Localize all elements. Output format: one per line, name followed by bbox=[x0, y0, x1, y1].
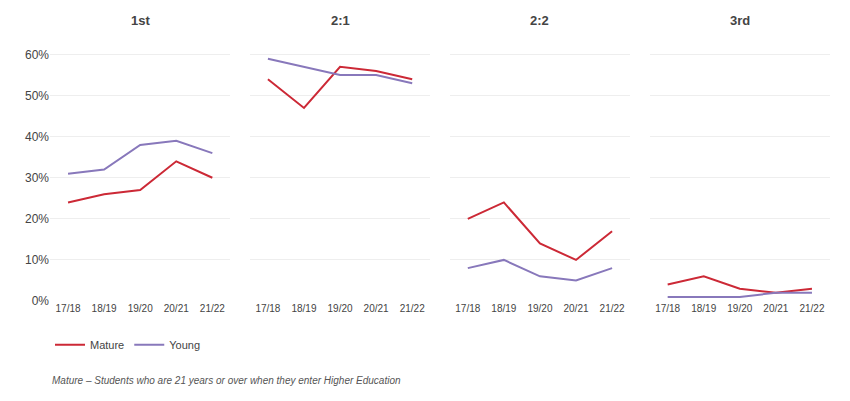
svg-text:2:2: 2:2 bbox=[530, 13, 549, 28]
svg-text:17/18: 17/18 bbox=[655, 303, 680, 314]
svg-text:21/22: 21/22 bbox=[400, 303, 425, 314]
svg-text:17/18: 17/18 bbox=[56, 303, 81, 314]
svg-text:20/21: 20/21 bbox=[763, 303, 788, 314]
svg-text:0%: 0% bbox=[32, 294, 50, 308]
svg-text:20%: 20% bbox=[25, 212, 49, 226]
svg-text:Young: Young bbox=[169, 339, 200, 351]
svg-text:40%: 40% bbox=[25, 130, 49, 144]
svg-text:Mature: Mature bbox=[90, 339, 124, 351]
svg-text:18/19: 18/19 bbox=[691, 303, 716, 314]
svg-text:50%: 50% bbox=[25, 89, 49, 103]
svg-text:21/22: 21/22 bbox=[799, 303, 824, 314]
svg-text:2:1: 2:1 bbox=[331, 13, 350, 28]
svg-text:Mature – Students who are 21 y: Mature – Students who are 21 years or ov… bbox=[52, 375, 401, 386]
svg-text:18/19: 18/19 bbox=[291, 303, 316, 314]
svg-text:1st: 1st bbox=[131, 13, 150, 28]
svg-text:19/20: 19/20 bbox=[727, 303, 752, 314]
svg-text:19/20: 19/20 bbox=[527, 303, 552, 314]
svg-text:20/21: 20/21 bbox=[563, 303, 588, 314]
svg-text:20/21: 20/21 bbox=[364, 303, 389, 314]
svg-text:21/22: 21/22 bbox=[600, 303, 625, 314]
svg-text:20/21: 20/21 bbox=[164, 303, 189, 314]
svg-text:19/20: 19/20 bbox=[128, 303, 153, 314]
svg-text:19/20: 19/20 bbox=[328, 303, 353, 314]
svg-text:17/18: 17/18 bbox=[455, 303, 480, 314]
svg-text:10%: 10% bbox=[25, 253, 49, 267]
svg-text:21/22: 21/22 bbox=[200, 303, 225, 314]
svg-text:3rd: 3rd bbox=[730, 13, 750, 28]
svg-text:30%: 30% bbox=[25, 171, 49, 185]
svg-text:60%: 60% bbox=[25, 48, 49, 62]
svg-text:18/19: 18/19 bbox=[92, 303, 117, 314]
svg-text:17/18: 17/18 bbox=[255, 303, 280, 314]
svg-text:18/19: 18/19 bbox=[491, 303, 516, 314]
